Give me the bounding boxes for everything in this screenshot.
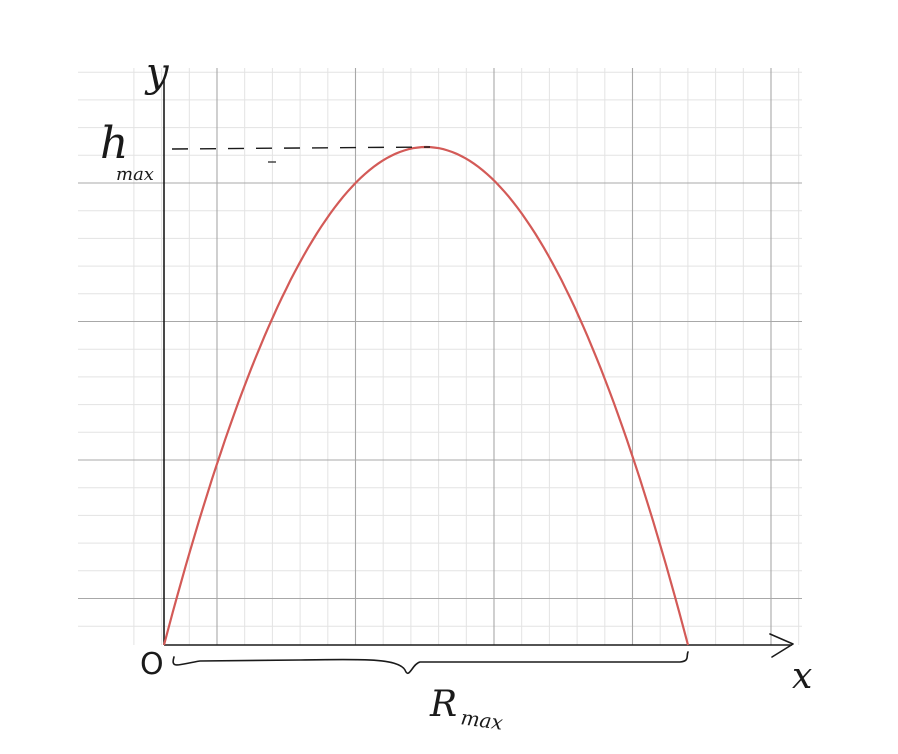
origin-label: O bbox=[140, 647, 164, 682]
range-brace-icon bbox=[172, 651, 689, 675]
y-axis-label: y bbox=[144, 50, 170, 96]
hmax-label-main: h bbox=[100, 118, 128, 169]
x-axis-label: x bbox=[792, 656, 812, 697]
x-axis-arrowhead-icon bbox=[769, 633, 794, 658]
rmax-subscript: max bbox=[459, 705, 504, 735]
rmax-label: R bbox=[429, 684, 457, 725]
hmax-subscript: max bbox=[116, 164, 154, 185]
grid-major-lines bbox=[78, 68, 802, 645]
grid-minor-lines bbox=[78, 68, 802, 645]
hmax-dashed-line bbox=[171, 146, 431, 150]
hmax-label: h bbox=[100, 118, 128, 169]
